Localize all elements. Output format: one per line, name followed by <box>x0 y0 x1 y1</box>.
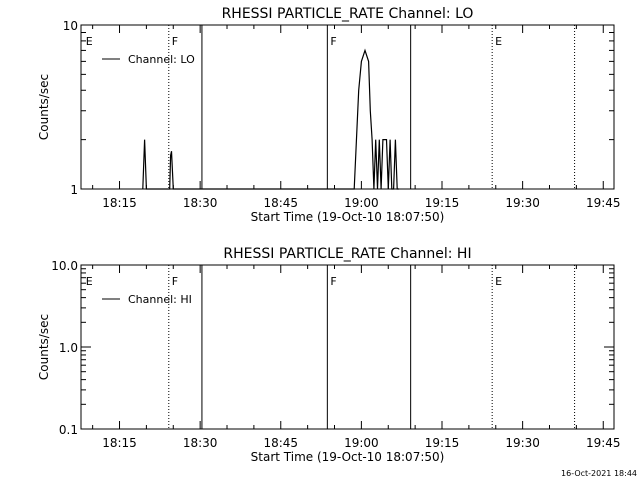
event-marker-label: E <box>495 35 502 48</box>
y-axis-label: Counts/sec <box>37 74 51 140</box>
event-marker-label: F <box>172 275 178 288</box>
x-tick-label: 19:00 <box>344 196 379 210</box>
plot-frame <box>80 24 615 190</box>
x-tick-label: 18:30 <box>183 196 218 210</box>
chart-panel-1: RHESSI PARTICLE_RATE Channel: HI 18:15 18:… <box>37 246 621 464</box>
event-marker-label: F <box>330 35 336 48</box>
y-axis-label: Counts/sec <box>37 314 51 380</box>
x-tick-label: 18:45 <box>263 196 298 210</box>
event-marker-label: F <box>172 35 178 48</box>
legend-label: Channel: LO <box>128 53 195 66</box>
chart-panel-0: RHESSI PARTICLE_RATE Channel: LO 18:15 18:… <box>37 6 621 224</box>
y-tick-label: 10.0 <box>51 259 78 273</box>
x-tick-label: 18:15 <box>102 196 137 210</box>
event-marker-label: E <box>86 35 93 48</box>
x-tick-label: 18:45 <box>263 436 298 450</box>
data-series-line <box>142 48 399 190</box>
event-marker-label: E <box>86 275 93 288</box>
x-tick-label: 19:30 <box>505 436 540 450</box>
x-axis-label: Start Time (19-Oct-10 18:07:50) <box>251 450 445 464</box>
chart-title: RHESSI PARTICLE_RATE Channel: HI <box>223 246 471 262</box>
x-tick-label: 18:30 <box>183 436 218 450</box>
y-tick-label: 10 <box>63 19 78 33</box>
y-tick-label: 1 <box>70 183 78 197</box>
event-marker-label: F <box>330 275 336 288</box>
x-tick-label: 19:45 <box>586 436 621 450</box>
plot-timestamp: 16-Oct-2021 18:44 <box>561 469 637 478</box>
x-tick-label: 19:15 <box>425 436 460 450</box>
x-axis-label: Start Time (19-Oct-10 18:07:50) <box>251 210 445 224</box>
x-tick-label: 19:00 <box>344 436 379 450</box>
legend-label: Channel: HI <box>128 293 192 306</box>
x-tick-label: 19:45 <box>586 196 621 210</box>
event-marker-label: E <box>495 275 502 288</box>
chart-title: RHESSI PARTICLE_RATE Channel: LO <box>222 6 474 22</box>
x-tick-label: 18:15 <box>102 436 137 450</box>
y-tick-label: 0.1 <box>59 423 78 437</box>
y-tick-label: 1.0 <box>59 341 78 355</box>
plot-frame <box>80 264 615 430</box>
x-tick-label: 19:15 <box>425 196 460 210</box>
x-tick-label: 19:30 <box>505 196 540 210</box>
